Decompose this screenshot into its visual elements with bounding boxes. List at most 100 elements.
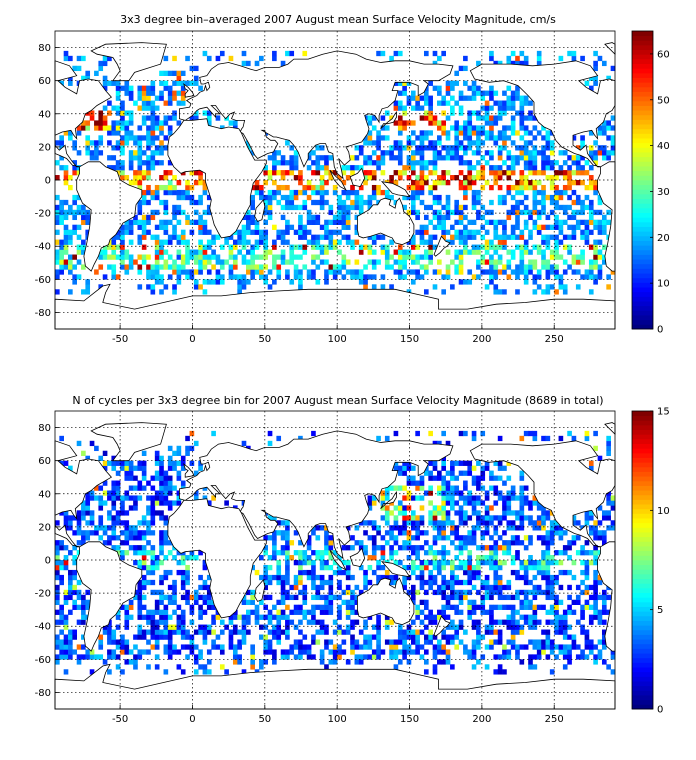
colorbar-tick-label: 0 — [657, 325, 663, 336]
grid-cell — [115, 614, 121, 620]
grid-cell — [115, 639, 121, 645]
grid-cell — [141, 535, 147, 541]
grid-cell — [367, 234, 373, 240]
grid-cell — [549, 535, 555, 541]
grid-cell — [267, 199, 273, 206]
grid-cell — [337, 594, 342, 601]
grid-cell — [341, 259, 347, 265]
grid-cell — [558, 204, 564, 211]
grid-cell — [458, 155, 464, 161]
grid-cell — [476, 125, 481, 131]
grid-cell — [228, 274, 234, 280]
grid-cell — [562, 160, 568, 166]
grid-cell — [98, 525, 104, 531]
grid-cell — [185, 180, 190, 186]
grid-cell — [141, 555, 147, 561]
grid-cell — [276, 639, 282, 645]
grid-cell — [371, 125, 377, 131]
grid-cell — [476, 229, 481, 235]
grid-cell — [293, 274, 299, 280]
grid-cell — [580, 254, 585, 260]
grid-cell — [159, 574, 164, 581]
grid-cell — [272, 535, 277, 541]
grid-cell — [324, 279, 329, 285]
grid-cell — [489, 564, 494, 571]
grid-cell — [402, 204, 407, 211]
grid-cell — [189, 219, 195, 225]
grid-cell — [510, 229, 516, 235]
grid-cell — [515, 644, 520, 650]
grid-cell — [541, 254, 546, 260]
grid-cell — [450, 470, 455, 476]
grid-cell — [428, 475, 433, 481]
grid-cell — [76, 259, 82, 265]
grid-cell — [298, 644, 303, 650]
grid-cell — [393, 485, 399, 491]
grid-cell — [280, 160, 286, 166]
grid-cell — [137, 184, 143, 191]
grid-cell — [463, 540, 468, 546]
grid-cell — [350, 609, 355, 615]
grid-cell — [432, 140, 438, 146]
grid-cell — [102, 629, 108, 635]
grid-cell — [358, 244, 364, 250]
grid-cell — [285, 259, 290, 265]
grid-cell — [380, 515, 386, 521]
grid-cell — [293, 189, 299, 196]
grid-cell — [263, 550, 269, 556]
grid-cell — [441, 155, 446, 161]
grid-cell — [476, 629, 481, 635]
grid-cell — [250, 274, 255, 280]
grid-cell — [423, 564, 429, 571]
grid-cell — [324, 219, 329, 225]
grid-cell — [267, 170, 273, 176]
grid-cell — [76, 234, 82, 240]
grid-cell — [133, 530, 138, 536]
grid-cell — [510, 140, 516, 146]
grid-cell — [489, 604, 494, 610]
grid-cell — [180, 579, 186, 586]
grid-cell — [289, 170, 295, 176]
grid-cell — [471, 505, 477, 511]
grid-cell — [510, 155, 516, 161]
colorbar-swatch — [632, 221, 653, 227]
grid-cell — [150, 289, 156, 295]
grid-cell — [189, 460, 195, 466]
grid-cell — [515, 594, 520, 601]
grid-cell — [597, 535, 603, 541]
grid-cell — [471, 219, 477, 225]
grid-cell — [554, 244, 559, 250]
grid-cell — [510, 614, 516, 620]
grid-cell — [193, 249, 199, 255]
grid-cell — [215, 55, 221, 62]
grid-cell — [263, 639, 269, 645]
grid-cell — [111, 130, 117, 136]
grid-cell — [532, 495, 538, 501]
grid-cell — [363, 639, 368, 645]
grid-cell — [241, 229, 247, 235]
grid-cell — [510, 120, 516, 126]
grid-cell — [128, 485, 134, 491]
grid-cell — [72, 165, 77, 171]
grid-cell — [467, 589, 473, 596]
grid-cell — [532, 560, 538, 566]
grid-cell — [228, 249, 234, 255]
grid-cell — [193, 644, 199, 650]
grid-cell — [545, 274, 551, 280]
grid-cell — [437, 475, 442, 481]
grid-cell — [423, 160, 429, 166]
y-tick-label: 80 — [38, 43, 51, 54]
grid-cell — [159, 589, 164, 596]
colorbar-swatch — [632, 699, 653, 705]
grid-cell — [510, 604, 516, 610]
grid-cell — [419, 239, 425, 245]
grid-cell — [528, 564, 533, 571]
grid-cell — [423, 264, 429, 270]
grid-cell — [163, 614, 169, 620]
grid-cell — [558, 165, 564, 171]
grid-cell — [410, 465, 416, 471]
grid-cell — [575, 194, 581, 201]
grid-cell — [202, 560, 208, 566]
grid-cell — [593, 180, 598, 186]
